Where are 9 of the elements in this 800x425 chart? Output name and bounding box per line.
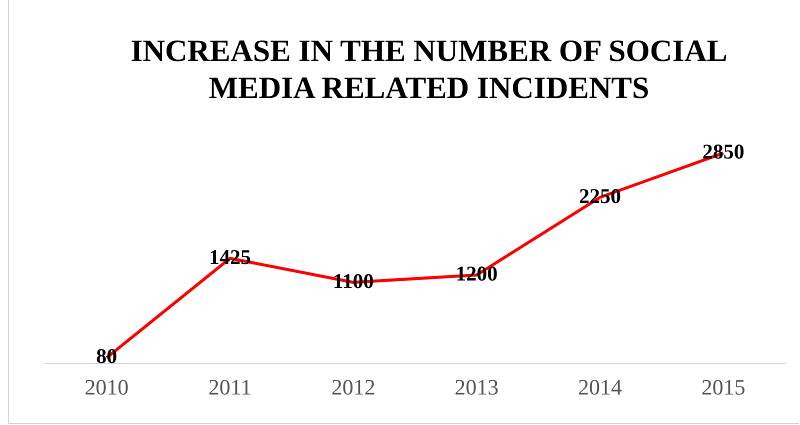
data-label: 2850 (702, 140, 744, 164)
x-tick-label: 2010 (84, 374, 129, 400)
x-tick-label: 2011 (208, 374, 252, 400)
x-tick-label: 2012 (331, 374, 376, 400)
chart-title: INCREASE IN THE NUMBER OF SOCIAL MEDIA RELATED INCIDENTS (130, 32, 728, 106)
x-tick-label: 2014 (578, 374, 622, 400)
x-tick-label: 2013 (454, 374, 499, 400)
x-tick-label: 2015 (701, 374, 746, 400)
data-label: 80 (96, 344, 118, 368)
